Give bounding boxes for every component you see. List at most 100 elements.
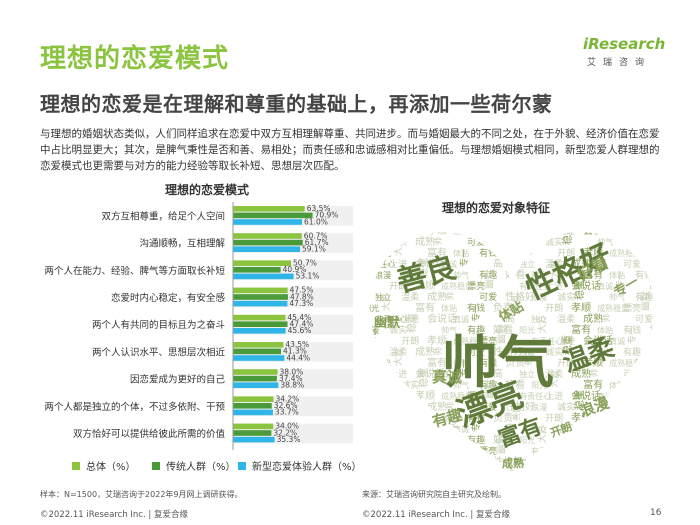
- bar-total: [233, 423, 274, 430]
- wordcloud-small-word: 善良: [367, 222, 377, 234]
- bar-value-label: 34.0%: [275, 422, 299, 431]
- wordcloud-small-word: 可爱: [623, 259, 641, 270]
- wordcloud-small-word: 孝顺: [427, 335, 447, 347]
- wordcloud-small-word: 漂亮: [635, 247, 653, 259]
- bar-new: [233, 409, 273, 416]
- wordcloud-small-word: 漂亮: [467, 280, 485, 292]
- bar-total: [233, 342, 284, 348]
- wordcloud-small-word: 帅: [445, 402, 455, 410]
- wordcloud-small-word: 好看: [649, 345, 662, 358]
- wordcloud-small-word: 漂亮: [479, 335, 497, 347]
- bar-value-label: 37.4%: [279, 374, 303, 383]
- wordcloud-small-word: 诚实: [389, 324, 407, 336]
- wordcloud-small-word: 浪漫: [531, 402, 547, 412]
- wordcloud-small-word: 负责: [505, 466, 525, 477]
- wordcloud-small-word: 善良: [523, 460, 533, 476]
- wordcloud-small-word: 上进: [545, 391, 563, 402]
- bar-value-label: 33.7%: [275, 408, 299, 417]
- wordcloud-small-word: 浪漫: [531, 292, 547, 302]
- wordcloud-small-word: 大方: [392, 458, 404, 476]
- bar-value-label: 63.5%: [307, 204, 331, 213]
- wordcloud-small-word: 真诚: [453, 314, 469, 324]
- wordcloud-small-word: 有趣: [623, 456, 641, 468]
- wordcloud-small-word: 浪漫: [519, 347, 535, 357]
- wordcloud-small-word: 阳光: [363, 303, 379, 313]
- bar-value-label: 40.9%: [283, 265, 307, 274]
- wordcloud-small-word: 幽默: [496, 324, 508, 344]
- wordcloud-small-word: 浪漫: [375, 380, 391, 390]
- wordcloud-small-word: 成熟稳重: [453, 226, 485, 236]
- wordcloud-small-word: 好看: [493, 323, 513, 336]
- wordcloud-small-word: 上进: [401, 314, 419, 325]
- wordcloud-small-word: 有责任心: [363, 369, 395, 379]
- wordcloud-small-word: 性格好: [649, 367, 662, 380]
- wordcloud-small-word: 阳光: [363, 413, 379, 423]
- wordcloud-small-word: 独立: [519, 369, 535, 379]
- wordcloud-small-word: 体贴: [597, 435, 613, 445]
- wordcloud-small-word: 善良: [523, 240, 533, 256]
- wordcloud-small-word: 稳重: [417, 258, 430, 278]
- wordcloud-small-word: 负责: [505, 356, 525, 369]
- wordcloud-small-word: 漂亮: [635, 357, 653, 369]
- wordcloud-small-word: 专一: [614, 381, 626, 399]
- wordcloud-small-word: 漂亮: [623, 302, 641, 314]
- wordcloud-heart: 善良开朗孝顺成熟稳重漂亮幽默有责任心上进会说话真诚专一高独立温柔成熟帅可爱性格好…: [362, 222, 662, 477]
- wordcloud-small-word: 帅: [433, 237, 443, 245]
- wordcloud-word: 真诚: [432, 368, 462, 386]
- bar-traditional: [233, 267, 281, 273]
- bar-value-label: 53.1%: [296, 272, 320, 281]
- wordcloud-small-word: 开朗: [557, 357, 575, 369]
- wordcloud-small-word: 稳重: [561, 225, 574, 245]
- wordcloud-small-word: 浪漫: [519, 237, 535, 247]
- wordcloud-small-word: 成熟稳重: [453, 336, 485, 346]
- wordcloud-small-word: 可爱: [635, 424, 653, 435]
- wordcloud-small-word: 体贴: [609, 380, 625, 390]
- wordcloud-word: 帅气: [442, 331, 554, 396]
- wordcloud-small-word: 帅: [589, 259, 599, 267]
- wordcloud-small-word: 体贴: [597, 325, 613, 335]
- bar-value-label: 43.5%: [285, 340, 309, 349]
- wordcloud-small-word: 善良: [362, 383, 365, 399]
- page-description: 与理想的婚姻状态类似，人们同样追求在恋爱中双方互相理解尊重、共同进步。而与婚姻最…: [40, 128, 660, 172]
- bar-value-label: 45.4%: [287, 313, 311, 322]
- bar-value-label: 35.3%: [277, 435, 301, 444]
- wordcloud-small-word: 独立: [363, 457, 379, 467]
- wordcloud-small-word: 有趣: [467, 434, 485, 446]
- wordcloud-small-word: 体贴: [441, 303, 457, 313]
- bar-traditional: [233, 430, 272, 436]
- category-label: 两个人都是独立的个体，不过多依附、干预: [44, 401, 225, 413]
- wordcloud-small-word: 上进: [557, 446, 575, 457]
- wordcloud-small-word: 有趣: [635, 401, 653, 413]
- wordcloud-small-word: 孝顺: [583, 467, 603, 477]
- wordcloud-small-word: 阳光: [531, 380, 547, 390]
- wordcloud-small-word: 阳光: [375, 358, 391, 368]
- wordcloud-small-word: 诚实: [389, 434, 407, 446]
- wordcloud-small-word: 温柔: [389, 237, 407, 248]
- wordcloud-small-word: 真诚: [441, 369, 457, 379]
- bar-chart-title: 理想的恋爱模式: [165, 183, 250, 197]
- wordcloud-small-word: 真诚: [609, 226, 625, 236]
- wordcloud-small-word: 独立: [375, 402, 391, 412]
- logo-main-text: iResearch: [583, 35, 666, 53]
- wordcloud-small-word: 善良: [362, 273, 365, 289]
- bar-value-label: 32.6%: [274, 401, 298, 410]
- legend-item-traditional: 传统人群（%）: [152, 458, 236, 473]
- wordcloud-small-word: 有钱: [623, 324, 641, 336]
- wordcloud-small-word: 独立: [531, 314, 547, 324]
- wordcloud-small-word: 开朗: [389, 390, 407, 402]
- wordcloud-small-word: 温柔: [545, 369, 563, 380]
- wordcloud-small-word: 体贴: [453, 358, 469, 368]
- wordcloud-small-word: 温柔: [389, 457, 407, 468]
- page-number: 16: [650, 508, 662, 518]
- bar-value-label: 47.5%: [290, 286, 314, 295]
- wordcloud-small-word: 大方: [536, 315, 548, 333]
- wordcloud-small-word: 成熟稳重: [609, 248, 641, 258]
- wordcloud-small-word: 温柔: [557, 314, 575, 325]
- wordcloud-small-word: 会说话: [571, 279, 601, 292]
- legend-swatch-traditional: [152, 461, 160, 470]
- wordcloud-small-word: 专一: [626, 326, 638, 344]
- wordcloud-small-word: 成熟稳重: [441, 391, 473, 401]
- wordcloud-small-word: 专一: [626, 222, 638, 234]
- wordcloud-small-word: 幽默: [496, 434, 508, 454]
- wordcloud-small-word: 有钱: [635, 269, 653, 281]
